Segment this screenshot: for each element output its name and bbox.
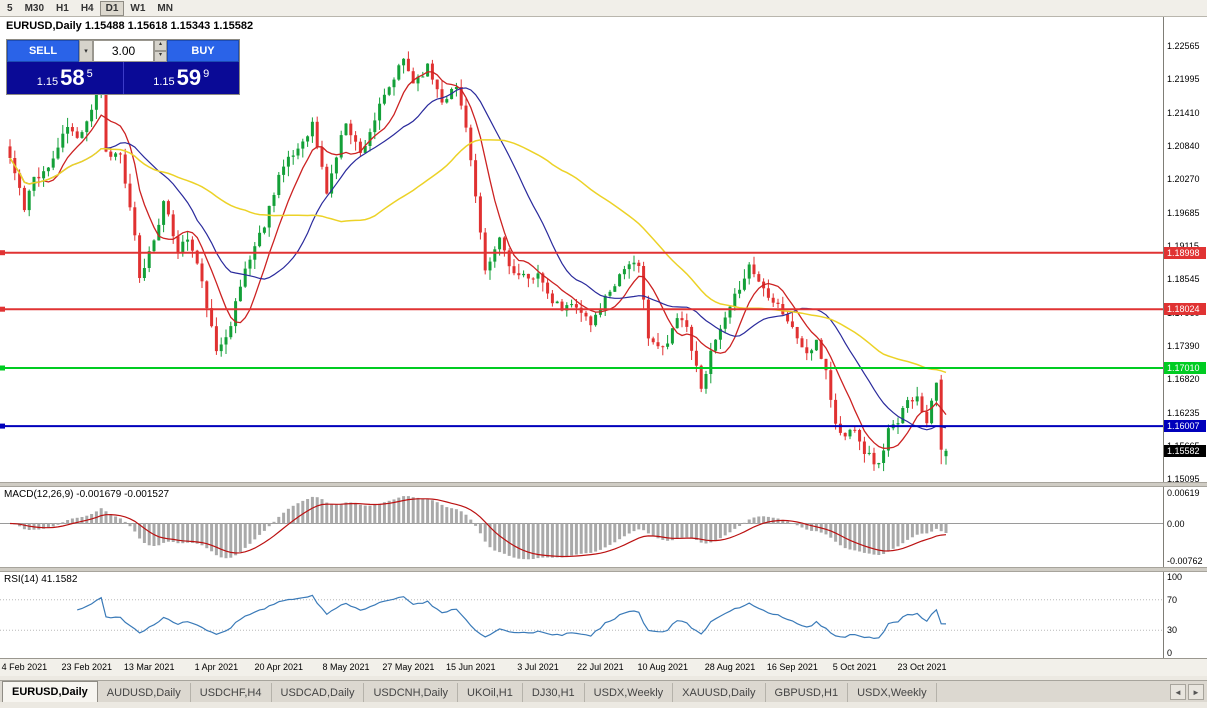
macd-chart (0, 496, 1163, 560)
price-tag: 1.17010 (1164, 362, 1206, 374)
timeframe-button-d1[interactable]: D1 (99, 0, 125, 16)
chart-tab-xauusd-daily[interactable]: XAUUSD,Daily (673, 683, 766, 702)
date-label: 23 Feb 2021 (61, 662, 113, 672)
chart-tab-bar: EURUSD,Daily AUDUSD,Daily USDCHF,H4 USDCAD,… (0, 680, 1207, 702)
date-label: 23 Oct 2021 (897, 662, 947, 672)
bid-ask-display: 1.15 58 5 1.15 59 9 (7, 62, 239, 94)
timeframe-button-w1[interactable]: W1 (130, 2, 146, 14)
date-label: 20 Apr 2021 (254, 662, 304, 672)
date-label: 4 Feb 2021 (1, 662, 48, 672)
sell-price-big: 58 (60, 65, 85, 90)
buy-price: 1.15 59 9 (124, 62, 240, 94)
chart-title: EURUSD,Daily 1.15488 1.15618 1.15343 1.1… (6, 20, 254, 32)
date-label: 13 Mar 2021 (123, 662, 175, 672)
date-label: 22 Jul 2021 (577, 662, 624, 672)
buy-price-base: 1.15 (153, 75, 175, 88)
chart-tab-dj30-h1[interactable]: DJ30,H1 (523, 683, 585, 702)
chart-tab-gbpusd-h1[interactable]: GBPUSD,H1 (766, 683, 849, 702)
candlestick-chart (0, 51, 1163, 472)
date-label: 10 Aug 2021 (637, 662, 689, 672)
timeframe-button-h4[interactable]: H4 (80, 2, 94, 14)
axis-tick: 1.21995 (1167, 74, 1200, 84)
time-axis[interactable]: 4 Feb 2021 23 Feb 2021 13 Mar 2021 1 Apr 20… (0, 658, 1207, 676)
main-chart-area[interactable]: EURUSD,Daily 1.15488 1.15618 1.15343 1.1… (0, 17, 1163, 482)
axis-tick: 1.16235 (1167, 407, 1200, 418)
date-label: 15 Jun 2021 (446, 662, 496, 672)
chart-tab-audusd-daily[interactable]: AUDUSD,Daily (98, 683, 191, 702)
buy-button[interactable]: BUY (167, 40, 239, 62)
buy-price-sup: 9 (203, 67, 210, 80)
rsi-chart (0, 594, 1163, 640)
timeframe-button-5[interactable]: 5 (7, 2, 13, 14)
axis-tick: 0 (1167, 648, 1173, 658)
axis-tick: 100 (1167, 572, 1183, 582)
volume-dropdown-icon[interactable]: ▾ (79, 40, 93, 62)
axis-tick: 1.15095 (1167, 474, 1200, 482)
axis-tick: 1.22565 (1167, 41, 1200, 51)
price-axis[interactable]: 1.22565 1.21995 1.21410 1.20840 1.20270 1.196… (1163, 17, 1207, 482)
axis-tick: 1.20840 (1167, 141, 1200, 151)
date-label: 1 Apr 2021 (194, 662, 239, 672)
rsi-label: RSI(14) 41.1582 (4, 574, 78, 585)
axis-tick: 1.17390 (1167, 341, 1200, 351)
buy-price-big: 59 (176, 65, 202, 90)
chart-tab-eurusd-daily[interactable]: EURUSD,Daily (2, 681, 98, 702)
chart-tab-usdx-weekly[interactable]: USDX,Weekly (848, 683, 937, 702)
timeframe-button-m30[interactable]: M30 (24, 2, 45, 14)
tab-list: EURUSD,Daily AUDUSD,Daily USDCHF,H4 USDCAD,… (2, 681, 937, 702)
axis-tick: 1.20270 (1167, 174, 1200, 184)
tabs-scroll-right-icon[interactable]: ► (1188, 684, 1204, 700)
timeframe-button-h1[interactable]: H1 (56, 2, 69, 14)
panel-divider[interactable] (0, 567, 1207, 572)
chart-tab-ukoil-h1[interactable]: UKOil,H1 (458, 683, 523, 702)
volume-input[interactable] (93, 40, 154, 62)
chart-tab-usdx-weekly[interactable]: USDX,Weekly (585, 683, 674, 702)
sell-button[interactable]: SELL (7, 40, 79, 62)
chart-tab-usdcnh-daily[interactable]: USDCNH,Daily (364, 683, 459, 702)
window-bottom (0, 702, 1207, 708)
axis-tick: 0.00 (1167, 518, 1185, 529)
date-label: 28 Aug 2021 (704, 662, 756, 672)
date-label: 8 May 2021 (322, 662, 370, 672)
macd-panel[interactable]: MACD(12,26,9) -0.001679 -0.001527 (0, 487, 1163, 567)
spin-down-icon[interactable]: ▾ (154, 51, 167, 62)
axis-tick: 70 (1167, 594, 1178, 605)
axis-tick: 1.21410 (1167, 107, 1200, 118)
price-tag: 1.18024 (1164, 303, 1206, 316)
spin-up-icon[interactable]: ▴ (154, 40, 167, 51)
chart-tab-usdchf-h4[interactable]: USDCHF,H4 (191, 683, 272, 702)
tabs-scroll-left-icon[interactable]: ◄ (1170, 684, 1186, 700)
sell-price: 1.15 58 5 (7, 62, 124, 94)
status-strip (0, 676, 1207, 680)
date-label: 27 May 2021 (382, 662, 435, 672)
sell-price-base: 1.15 (36, 75, 59, 88)
date-label: 3 Jul 2021 (517, 662, 559, 672)
volume-stepper[interactable]: ▴ ▾ (154, 40, 167, 62)
chart-tab-usdcad-daily[interactable]: USDCAD,Daily (272, 683, 365, 702)
timeframe-button-mn[interactable]: MN (157, 2, 173, 14)
panel-divider[interactable] (0, 482, 1207, 487)
price-tag: 1.16007 (1164, 420, 1206, 433)
axis-tick: 1.19685 (1167, 207, 1200, 218)
date-label: 16 Sep 2021 (766, 662, 818, 672)
sell-price-sup: 5 (86, 67, 93, 80)
macd-label: MACD(12,26,9) -0.001679 -0.001527 (4, 489, 170, 500)
rsi-panel[interactable]: RSI(14) 41.1582 (0, 572, 1163, 658)
price-tag: 1.18998 (1164, 246, 1206, 259)
timeframe-bar: 5 M30 H1 H4 D1 W1 MN (0, 0, 1207, 17)
macd-axis[interactable]: 0.00619 0.00 -0.00762 (1163, 487, 1207, 567)
one-click-trade-panel: SELL ▾ ▴ ▾ BUY 1.15 58 5 1.15 59 9 (6, 39, 240, 95)
axis-tick: 1.18545 (1167, 274, 1200, 284)
axis-tick: -0.00762 (1167, 556, 1203, 566)
price-tag: 1.15582 (1164, 444, 1206, 457)
date-label: 5 Oct 2021 (832, 662, 877, 672)
axis-tick: 1.16820 (1167, 374, 1200, 384)
axis-tick: 0.00619 (1167, 488, 1200, 498)
axis-tick: 1.19115 (1167, 241, 1199, 251)
rsi-axis[interactable]: 100 70 30 0 (1163, 572, 1207, 658)
axis-tick: 30 (1167, 625, 1178, 636)
